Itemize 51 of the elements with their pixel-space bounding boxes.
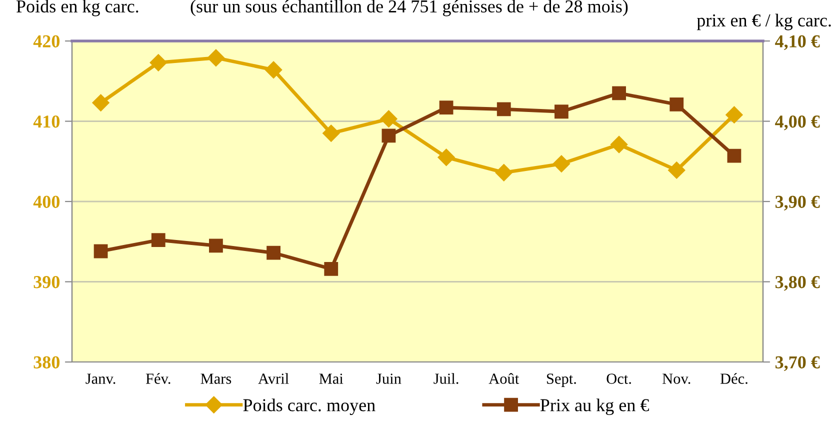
y-tick-label: 420 [33,35,60,48]
y2-tick-label: 3,70 € [775,356,820,372]
point [727,148,742,163]
x-tick-label: Août [488,373,520,384]
point [438,148,455,166]
point [668,162,686,179]
point [92,94,110,112]
point [439,100,454,115]
point [552,155,570,172]
point [726,106,743,124]
y2-tick-label: 3,90 € [775,196,820,211]
y-tick-label: 390 [34,276,60,288]
chart-subtitle: (sur un sous échantillon de 24 751 génisses de + de 28 mois) [190,0,628,16]
x-tick-label: Mars [200,374,232,384]
x-tick-label: Janv. [86,374,116,384]
y2-tick-label: 3,80 € [775,276,820,291]
y-tick-label: 410 [33,116,60,128]
point [380,110,398,128]
legend-label: Prix au kg en € [540,398,649,416]
point [209,238,223,253]
point [207,49,225,66]
legend-label: Poids carc. moyen [243,398,376,416]
point [382,128,396,143]
y2-tick-label: 4,10 € [775,35,820,50]
point [610,136,628,154]
point [151,233,166,247]
point [495,164,512,182]
y-tick-label: 400 [33,196,60,208]
y-tick-label: 380 [34,356,60,368]
point [612,86,626,100]
point [554,104,568,119]
y2-axis-title: prix en € / kg carc. [696,14,831,30]
y2-tick-label: 4,00 € [775,116,820,130]
x-tick-label: Oct. [606,374,631,384]
point [94,244,108,258]
x-tick-label: Sept. [546,374,576,387]
y-axis-title: Poids en kg carc. [16,0,138,16]
x-tick-label: Déc. [720,373,748,384]
point [264,61,282,78]
x-tick-label: Juil. [434,373,458,384]
x-tick-label: Mai [319,374,344,384]
point [150,54,167,72]
point [670,97,684,112]
point [266,246,280,260]
x-tick-label: Fév. [146,373,170,384]
x-tick-label: Nov. [662,374,690,384]
x-tick-label: Avril [258,373,289,384]
point [324,262,338,276]
point [496,102,511,116]
point [322,124,340,142]
x-tick-label: Juin [376,374,402,384]
